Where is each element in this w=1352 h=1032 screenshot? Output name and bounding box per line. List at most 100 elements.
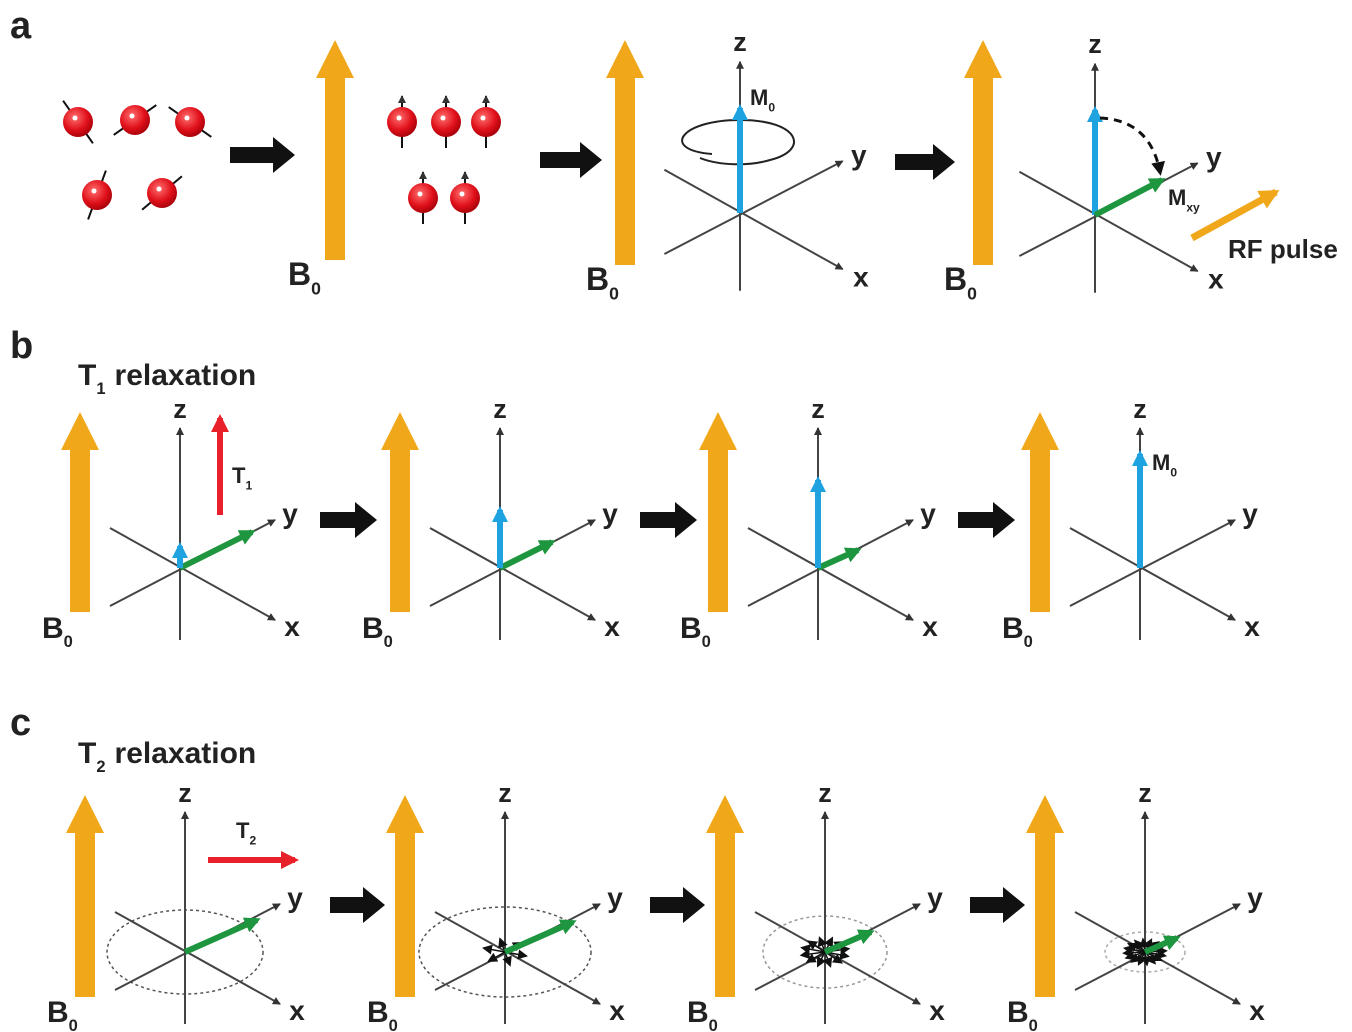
step-arrow: [540, 142, 602, 178]
axis-label-x: x: [1249, 995, 1265, 1026]
spin-highlight: [441, 116, 446, 121]
axis-label-y: y: [602, 498, 618, 529]
field-label-sub: 0: [1029, 1017, 1038, 1032]
field-label-sub: 0: [389, 1017, 398, 1032]
step-arrow: [895, 144, 955, 180]
relaxation-label: T1: [232, 463, 252, 493]
y-axis: [664, 161, 842, 254]
field-label: B0: [288, 256, 321, 299]
field-label-main: B: [288, 256, 311, 292]
field-label-main: B: [586, 261, 609, 297]
moment-label-main: M: [750, 85, 768, 110]
field-arrow: [316, 40, 354, 260]
spin-highlight: [460, 192, 465, 197]
axis-label-y: y: [287, 882, 303, 913]
axis-label-y: y: [282, 498, 298, 529]
moment-label-sub: xy: [1186, 201, 1200, 215]
field-label: B0: [47, 996, 78, 1032]
panel-title-main: T: [78, 737, 96, 770]
axis-label-z: z: [1133, 394, 1147, 424]
field-arrow: [964, 40, 1002, 265]
spin: [387, 107, 417, 137]
x-axis: [664, 170, 842, 269]
axis-label-y: y: [851, 139, 867, 170]
relaxation-label: T2: [236, 818, 256, 848]
transverse-magnetization: [185, 920, 257, 952]
field-label: B0: [680, 612, 711, 651]
field-label-main: B: [42, 612, 64, 645]
spin: [175, 107, 205, 137]
axis-label-z: z: [811, 394, 825, 424]
axis-label-y: y: [1206, 141, 1222, 172]
spin-highlight: [130, 114, 135, 119]
field-arrow: [381, 412, 419, 612]
moment-label-sub: 0: [1170, 466, 1177, 480]
panel-title-sub: 1: [96, 380, 105, 398]
axis-label-y: y: [1242, 498, 1258, 529]
panel-title-rest: relaxation: [115, 359, 257, 392]
field-arrow: [386, 795, 424, 997]
field-arrow: [699, 412, 737, 612]
field-label-main: B: [680, 612, 702, 645]
panel-title-rest: relaxation: [115, 737, 257, 770]
axis-label-z: z: [493, 394, 507, 424]
field-label-sub: 0: [311, 279, 321, 299]
field-label-sub: 0: [967, 284, 977, 304]
field-label-main: B: [687, 996, 709, 1029]
moment-label: M0: [1152, 450, 1177, 480]
page: aB0B0zyxM0B0zyxMxyRF pulsebT1relaxationB…: [0, 0, 1352, 1032]
spin-highlight: [92, 189, 97, 194]
x-axis: [755, 912, 920, 1004]
field-label-main: B: [1007, 996, 1029, 1029]
field-label-main: B: [367, 996, 389, 1029]
step-arrow: [330, 887, 385, 923]
moment-label: Mxy: [1168, 185, 1200, 215]
field-label-sub: 0: [709, 1017, 718, 1032]
spin: [147, 178, 177, 208]
axis-label-x: x: [1244, 611, 1260, 642]
spin-highlight: [73, 116, 78, 121]
field-label-sub: 0: [384, 633, 393, 651]
step-arrow: [320, 502, 377, 538]
figure: aB0B0zyxM0B0zyxMxyRF pulsebT1relaxationB…: [0, 0, 1352, 1032]
field-label-main: B: [944, 261, 967, 297]
field-arrow: [61, 412, 99, 612]
spin: [408, 183, 438, 213]
spin: [63, 107, 93, 137]
field-label-main: B: [362, 612, 384, 645]
x-axis: [115, 912, 280, 1004]
axis-label-x: x: [284, 611, 300, 642]
field-arrow: [606, 40, 644, 265]
panel-title: T2 relaxation: [78, 737, 256, 776]
rf-arrow: [1192, 192, 1276, 238]
relaxation-label-main: T: [232, 463, 246, 488]
field-label-sub: 0: [702, 633, 711, 651]
relaxation-label-sub: 2: [249, 834, 256, 848]
transverse-magnetization: [818, 550, 858, 568]
field-label: B0: [362, 612, 393, 651]
relaxation-label-sub: 1: [245, 479, 252, 493]
panel-title-sub: 2: [96, 758, 105, 776]
axis-label-x: x: [922, 611, 938, 642]
spin-highlight: [185, 116, 190, 121]
x-axis: [430, 528, 595, 620]
axis-label-x: x: [609, 995, 625, 1026]
axis-label-y: y: [920, 498, 936, 529]
transverse-magnetization: [180, 532, 252, 568]
field-label: B0: [367, 996, 398, 1032]
moment-label: M0: [750, 85, 775, 115]
panel-label: a: [10, 5, 32, 47]
field-arrow: [1021, 412, 1059, 612]
axis-label-x: x: [289, 995, 305, 1026]
field-label-sub: 0: [64, 633, 73, 651]
field-label: B0: [687, 996, 718, 1032]
transverse-magnetization: [1145, 938, 1177, 952]
moment-label-sub: 0: [768, 101, 775, 115]
x-axis: [1070, 528, 1235, 620]
field-arrow: [66, 795, 104, 997]
relaxation-label-main: T: [236, 818, 250, 843]
x-axis: [110, 528, 275, 620]
field-label-main: B: [47, 996, 69, 1029]
step-arrow: [650, 887, 705, 923]
